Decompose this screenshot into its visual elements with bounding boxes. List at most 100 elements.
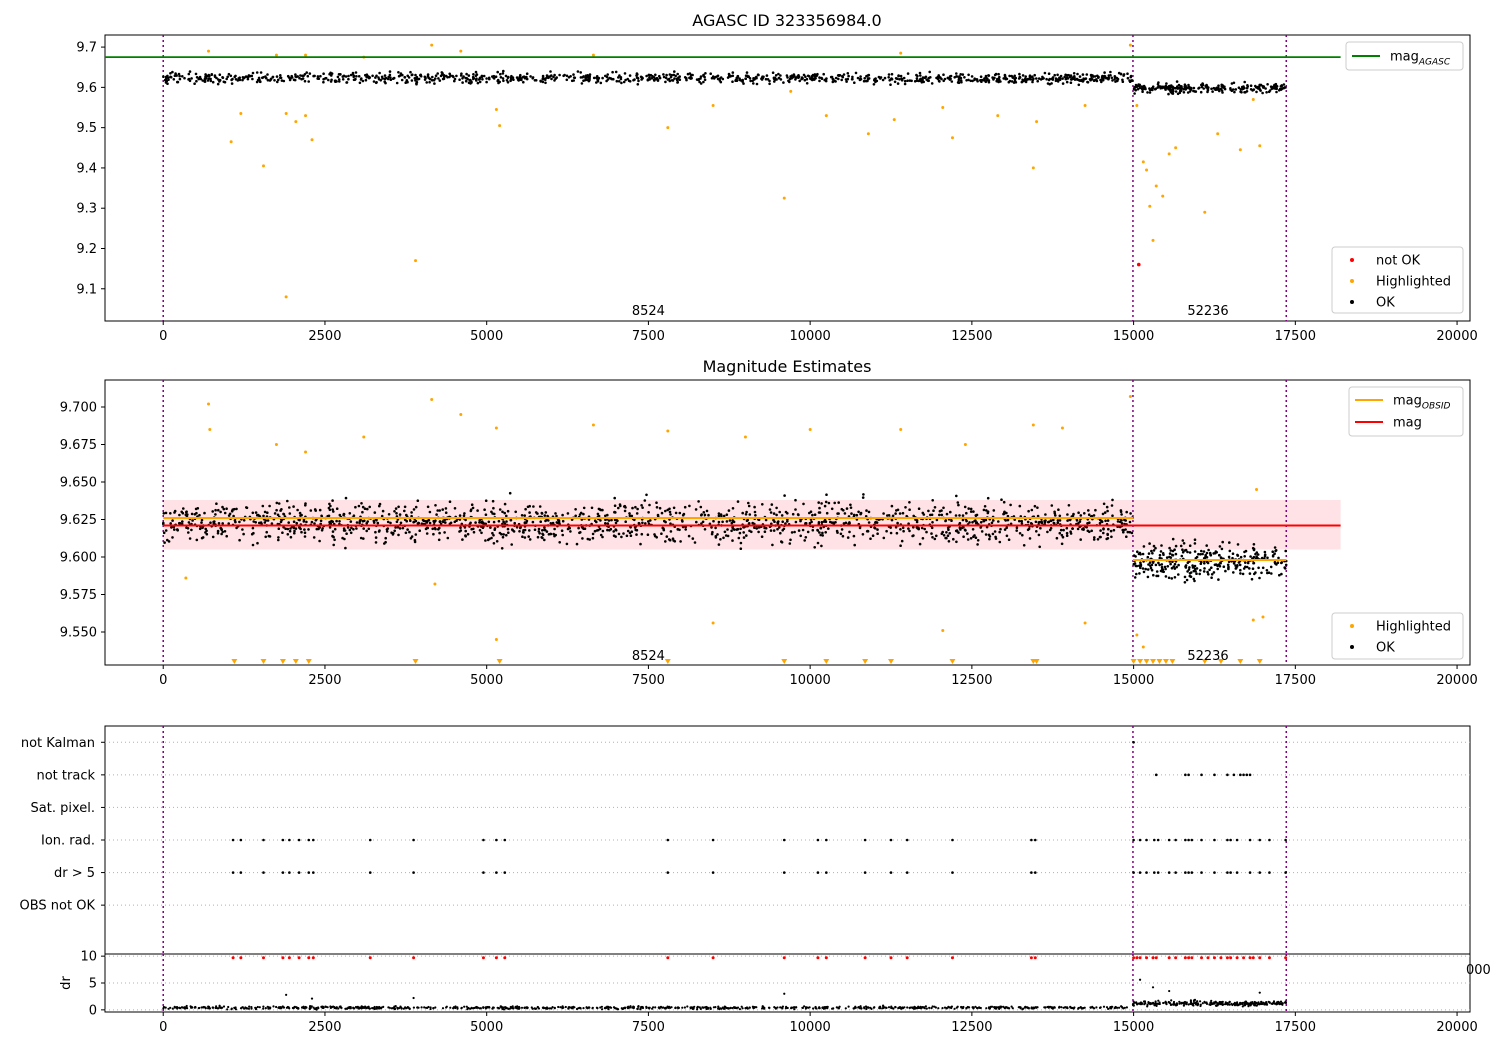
ok-point: [778, 510, 781, 514]
ok-point: [1266, 571, 1269, 575]
ok-point: [790, 531, 794, 534]
ok-point: [1156, 574, 1160, 578]
ok-point: [227, 72, 231, 76]
ok-point: [435, 513, 438, 516]
ok-point: [1121, 78, 1124, 82]
ok-point: [449, 1006, 452, 1009]
ok-point: [1060, 533, 1064, 537]
ok-point: [894, 1005, 897, 1009]
ok-point: [458, 514, 462, 517]
ok-point: [1060, 542, 1064, 546]
ok-point: [575, 542, 579, 546]
ok-point: [411, 73, 414, 76]
ok-point: [943, 77, 947, 81]
ok-point: [484, 522, 488, 526]
ok-point: [845, 80, 848, 83]
ok-point: [992, 78, 995, 81]
ok-point: [816, 541, 820, 545]
ok-point: [1069, 74, 1073, 77]
ok-point: [277, 527, 281, 530]
ok-point: [628, 514, 632, 517]
ok-point: [933, 506, 937, 509]
ok-point: [657, 1006, 661, 1009]
x-tick-label: 10000: [789, 329, 830, 344]
ok-point: [599, 81, 603, 85]
ok-point: [952, 537, 955, 541]
ok-point: [935, 534, 938, 538]
ok-point: [636, 77, 640, 80]
ok-point: [1036, 506, 1039, 510]
ok-point: [230, 1007, 233, 1010]
highlighted-point: [1031, 423, 1035, 427]
ok-point: [896, 521, 899, 525]
ok-point: [403, 76, 407, 79]
flag-point: [281, 871, 285, 874]
ok-point: [221, 76, 225, 79]
ok-point: [958, 526, 962, 530]
ok-point: [577, 526, 580, 530]
ok-point: [414, 73, 417, 77]
ok-point: [673, 77, 676, 80]
ok-point: [1003, 510, 1006, 514]
ok-point: [1273, 546, 1277, 549]
ok-point: [227, 1005, 230, 1009]
ok-point: [565, 78, 569, 82]
ok-point: [1021, 78, 1024, 82]
ok-point: [1263, 554, 1267, 558]
ok-point: [420, 1006, 423, 1009]
ok-point: [1244, 1002, 1247, 1005]
ok-point: [1240, 88, 1244, 91]
ok-point: [710, 532, 714, 536]
ok-point: [1027, 509, 1030, 513]
ok-point: [1038, 545, 1041, 549]
ok-point: [899, 528, 902, 531]
ok-point: [700, 513, 703, 516]
ok-point: [1199, 1000, 1202, 1003]
ok-point: [947, 528, 950, 531]
ok-point: [613, 504, 617, 508]
ok-point: [861, 533, 865, 536]
ok-point: [651, 1007, 654, 1010]
clipped-dr-point: [1212, 956, 1216, 960]
highlighted-point: [1145, 168, 1149, 172]
dr-point: [1168, 989, 1171, 993]
ok-point: [838, 1005, 841, 1008]
ok-point: [378, 71, 381, 75]
ok-point: [751, 79, 754, 83]
ok-point: [345, 81, 349, 84]
ok-point: [173, 528, 176, 531]
clipped-dr-point: [1229, 956, 1233, 960]
ok-point: [211, 510, 214, 513]
ok-point: [436, 72, 440, 75]
ok-point: [294, 73, 297, 76]
ok-point: [387, 75, 391, 79]
ok-point: [1051, 1006, 1055, 1010]
ok-point: [714, 75, 717, 79]
ok-point: [1099, 529, 1102, 532]
ok-point: [915, 73, 918, 77]
highlighted-point: [950, 136, 954, 140]
ok-point: [650, 77, 654, 80]
ok-point: [727, 509, 731, 512]
ok-point: [363, 507, 367, 511]
ok-point: [1173, 86, 1176, 90]
ok-point: [499, 1005, 502, 1008]
ok-point: [857, 1006, 860, 1009]
ok-point: [212, 522, 216, 525]
ok-point: [469, 521, 472, 525]
ok-point: [1176, 87, 1180, 90]
ok-point: [546, 514, 549, 518]
ok-point: [1047, 72, 1051, 75]
ok-point: [711, 75, 715, 78]
ok-point: [643, 499, 647, 502]
ok-point: [359, 536, 363, 540]
ok-point: [802, 73, 806, 77]
ok-point: [661, 1006, 664, 1009]
ok-point: [1186, 550, 1189, 554]
ok-point: [574, 508, 577, 511]
ok-point: [1093, 75, 1097, 78]
ok-point: [663, 519, 666, 523]
ok-point: [731, 74, 735, 78]
dr-point: [1151, 986, 1155, 989]
ok-point: [1271, 554, 1275, 557]
